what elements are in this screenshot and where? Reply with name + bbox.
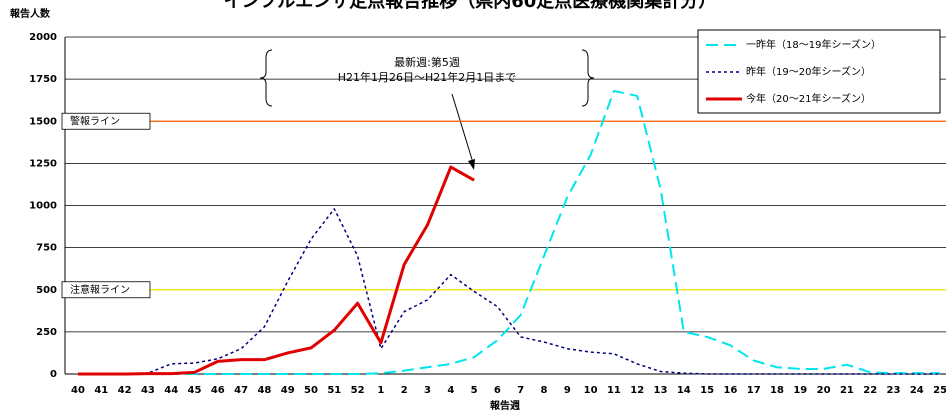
series-line xyxy=(78,208,941,375)
x-tick-label: 3 xyxy=(424,385,431,396)
annotation-arrow xyxy=(451,93,475,167)
x-tick-label: 15 xyxy=(700,385,714,396)
x-tick-label: 49 xyxy=(281,385,295,396)
x-tick-label: 51 xyxy=(327,385,341,396)
x-tick-label: 24 xyxy=(910,385,924,396)
x-tick-label: 52 xyxy=(351,385,365,396)
x-tick-label: 9 xyxy=(564,385,571,396)
y-tick-label: 1750 xyxy=(29,74,57,85)
reference-label: 注意報ライン xyxy=(70,283,130,296)
x-tick-label: 16 xyxy=(723,385,737,396)
y-tick-label: 2000 xyxy=(29,32,57,43)
x-tick-label: 11 xyxy=(607,385,621,396)
x-tick-label: 45 xyxy=(188,385,202,396)
legend: 一昨年（18～19年シーズン） 昨年（19～20年シーズン） 今年（20～21年シー… xyxy=(697,29,941,114)
x-tick-label: 18 xyxy=(770,385,784,396)
legend-label: 一昨年（18～19年シーズン） xyxy=(746,38,881,51)
x-tick-label: 4 xyxy=(447,385,454,396)
annotation-bracket xyxy=(259,49,595,107)
x-tick-label: 50 xyxy=(304,385,318,396)
y-tick-label: 0 xyxy=(50,369,57,380)
x-tick-label: 13 xyxy=(654,385,668,396)
legend-label: 昨年（19～20年シーズン） xyxy=(746,65,871,78)
y-tick-label: 1250 xyxy=(29,158,57,169)
reference-label-box xyxy=(61,281,151,299)
x-tick-label: 10 xyxy=(584,385,598,396)
x-tick-label: 12 xyxy=(630,385,644,396)
x-tick-label: 20 xyxy=(817,385,831,396)
x-tick-label: 19 xyxy=(793,385,807,396)
y-axis-label: 報告人数 xyxy=(10,7,51,20)
x-tick-label: 17 xyxy=(747,385,761,396)
x-tick-label: 23 xyxy=(887,385,901,396)
x-tick-label: 14 xyxy=(677,385,691,396)
x-tick-label: 1 xyxy=(377,385,384,396)
x-tick-label: 43 xyxy=(141,385,155,396)
x-tick-label: 7 xyxy=(517,385,524,396)
y-tick-label: 500 xyxy=(36,285,57,296)
series-line xyxy=(78,89,941,375)
x-tick-label: 25 xyxy=(933,385,946,396)
reference-label-box xyxy=(61,112,151,130)
annotation-arrowhead xyxy=(468,159,475,170)
x-tick-label: 47 xyxy=(234,385,248,396)
x-tick-label: 22 xyxy=(863,385,877,396)
x-tick-label: 6 xyxy=(494,385,501,396)
y-tick-label: 750 xyxy=(36,243,57,254)
x-tick-label: 5 xyxy=(471,385,478,396)
legend-label: 今年（20～21年シーズン） xyxy=(746,92,871,105)
annotation-text: H21年1月26日～H21年2月1日まで xyxy=(338,70,517,84)
series-line xyxy=(78,165,475,376)
x-axis-label: 報告週 xyxy=(490,399,520,412)
x-tick-label: 48 xyxy=(257,385,271,396)
chart-title: インフルエンザ定点報告推移（県内60定点医療機関集計分） xyxy=(224,0,717,12)
x-tick-label: 40 xyxy=(71,385,85,396)
reference-label: 警報ライン xyxy=(70,114,120,127)
annotation-text: 最新週:第5週 xyxy=(394,55,460,69)
y-tick-label: 1000 xyxy=(29,201,57,212)
y-tick-label: 1500 xyxy=(29,116,57,127)
x-tick-label: 44 xyxy=(164,385,178,396)
x-tick-label: 46 xyxy=(211,385,225,396)
x-tick-label: 2 xyxy=(401,385,408,396)
y-tick-label: 250 xyxy=(36,327,57,338)
x-tick-label: 42 xyxy=(118,385,132,396)
x-tick-label: 8 xyxy=(541,385,548,396)
x-tick-label: 41 xyxy=(94,385,108,396)
x-tick-label: 21 xyxy=(840,385,854,396)
